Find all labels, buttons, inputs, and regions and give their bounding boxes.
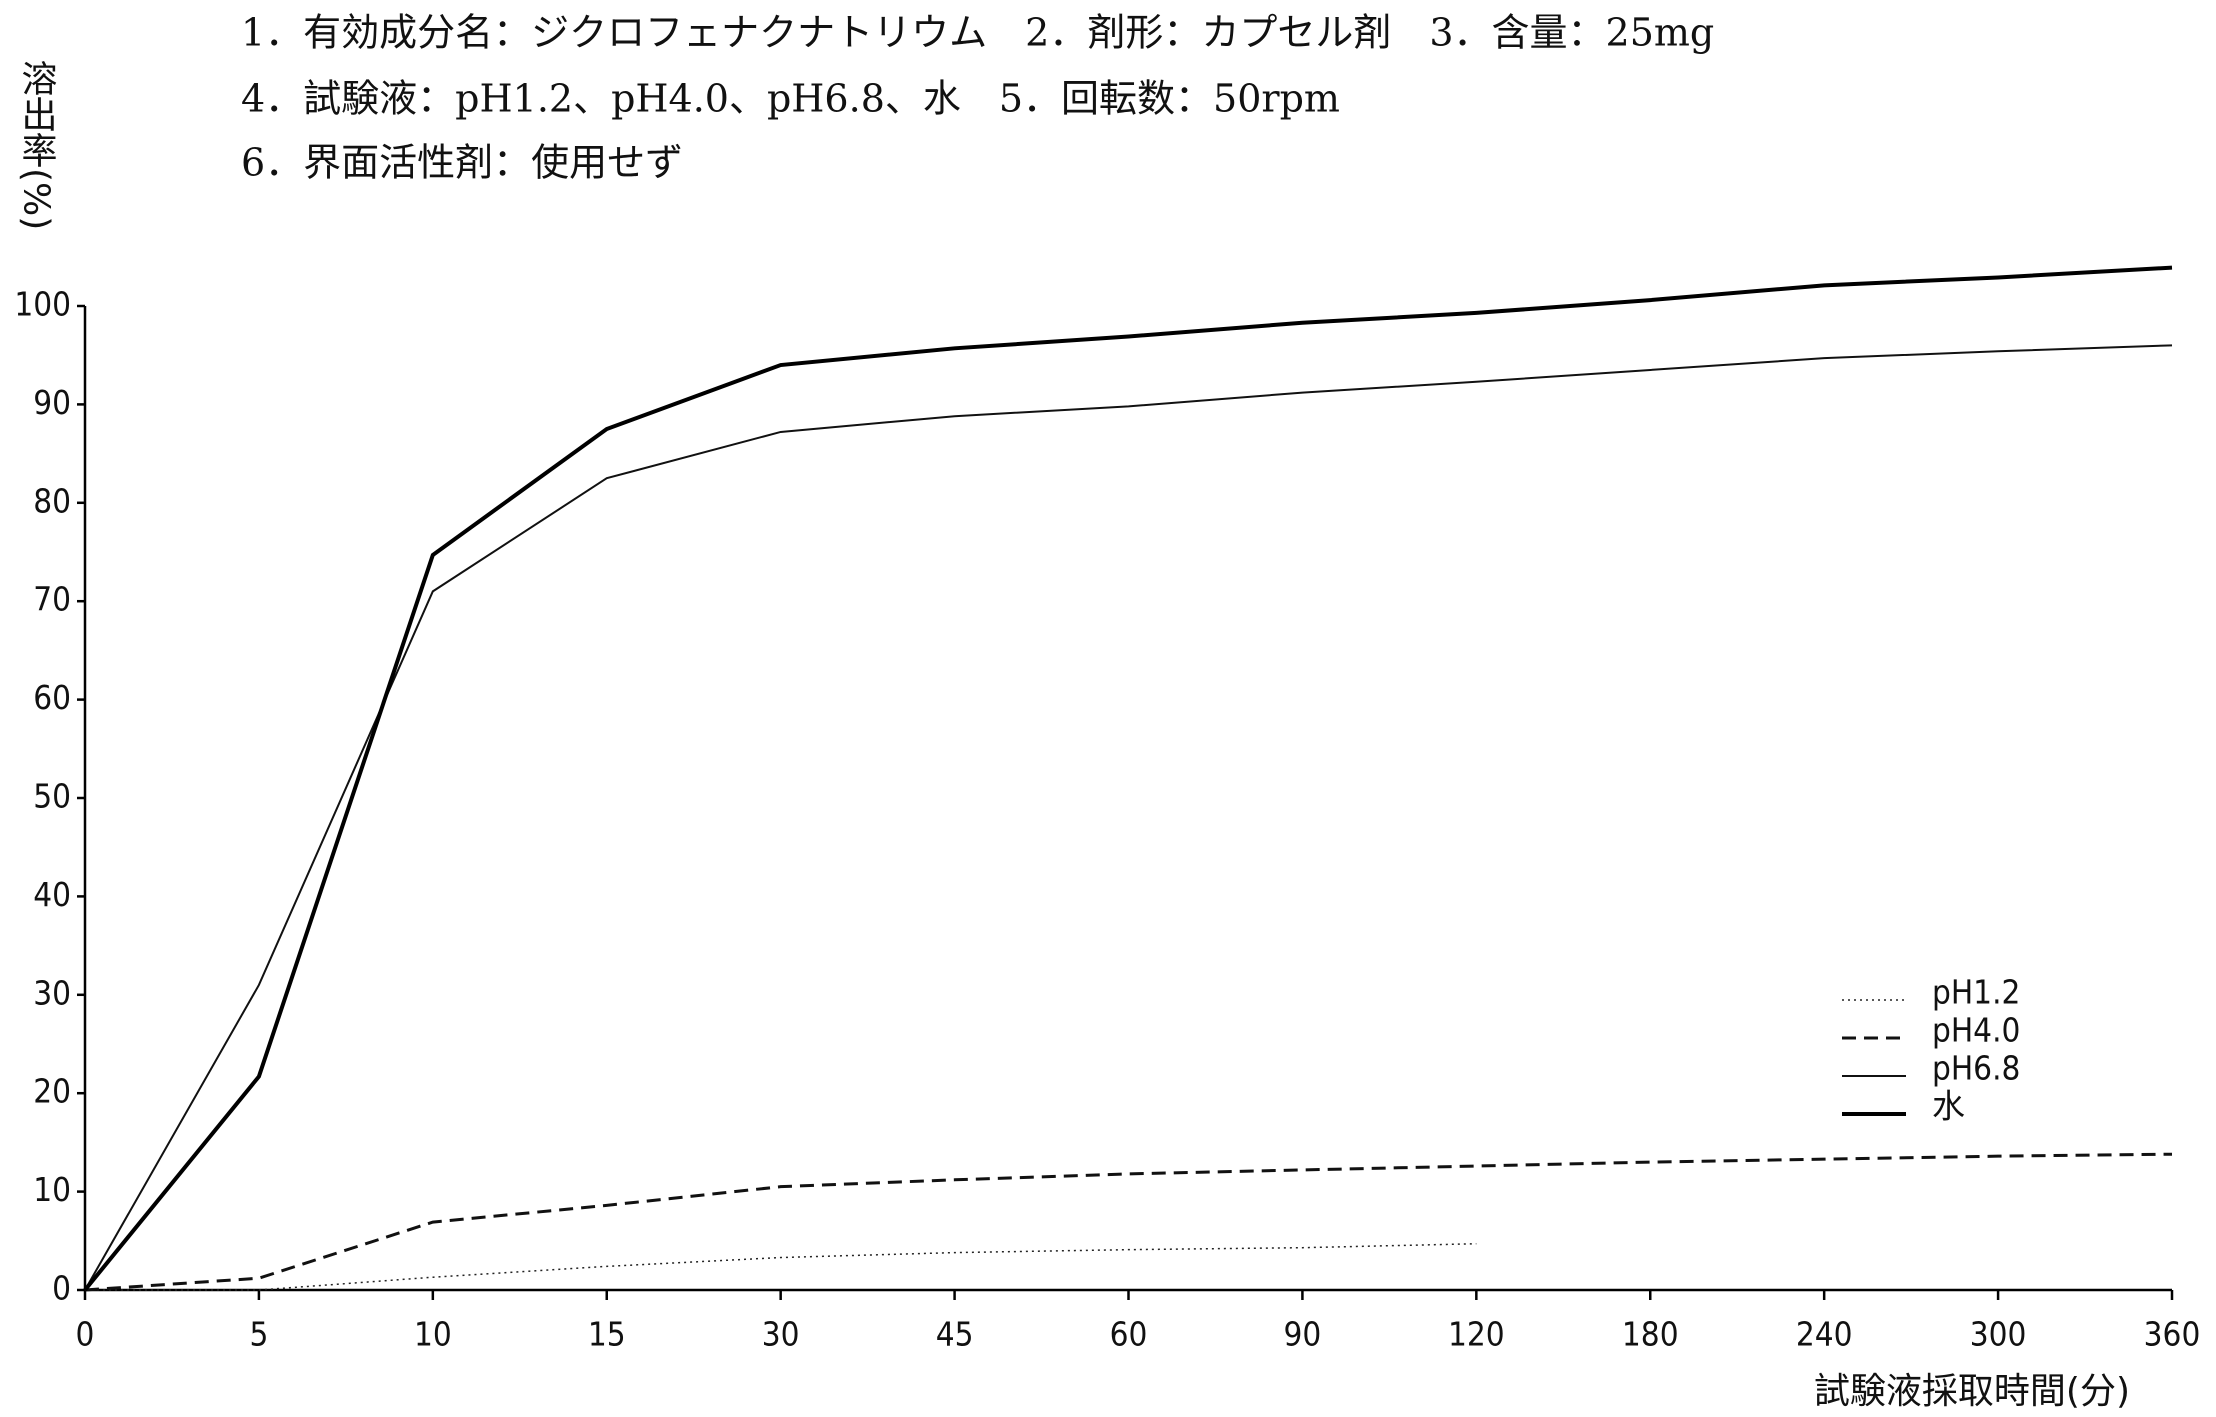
series-line: [85, 1243, 1477, 1291]
series-line: [84, 1152, 2173, 1292]
x-tick-label: 240: [1796, 1315, 1853, 1354]
x-tick-label: 10: [414, 1315, 452, 1354]
x-tick-label: 300: [1970, 1315, 2027, 1354]
header-line: 6．界面活性剤：使用せず: [241, 141, 683, 185]
x-tick-label: 30: [762, 1315, 800, 1354]
series-line: [83, 265, 2173, 1292]
y-tick-label: 70: [33, 580, 71, 619]
header-line: 4．試験液：pH1.2、pH4.0、pH6.8、水 5．回転数：50rpm: [241, 77, 1340, 121]
x-tick-label: 45: [936, 1315, 974, 1354]
x-tick-label: 0: [76, 1315, 95, 1354]
x-tick-label: 5: [249, 1315, 268, 1354]
x-tick-label: 90: [1284, 1315, 1322, 1354]
legend-label: 水: [1932, 1087, 1965, 1126]
series-line: [84, 344, 2173, 1291]
legend-label: pH1.2: [1932, 973, 2020, 1012]
y-tick-label: 40: [33, 875, 71, 914]
y-tick-label: 60: [33, 678, 71, 717]
y-tick-label: 80: [33, 481, 71, 520]
legend-label: pH4.0: [1932, 1011, 2020, 1050]
y-axis-label: 溶出率(%): [16, 60, 57, 231]
x-tick-label: 120: [1448, 1315, 1505, 1354]
y-tick-label: 100: [14, 285, 71, 324]
y-tick-label: 30: [33, 973, 71, 1012]
x-axis-label: 試験液採取時間(分): [1814, 1371, 2130, 1412]
x-tick-label: 15: [588, 1315, 626, 1354]
y-tick-label: 10: [33, 1170, 71, 1209]
legend-label: pH6.8: [1932, 1049, 2020, 1088]
y-tick-label: 50: [33, 777, 71, 816]
x-tick-label: 180: [1622, 1315, 1679, 1354]
header-line: 1．有効成分名：ジクロフェナクナトリウム 2．剤形：カプセル剤 3．含量：25m…: [241, 11, 1714, 55]
x-tick-label: 60: [1110, 1315, 1148, 1354]
y-tick-label: 90: [33, 383, 71, 422]
x-tick-label: 360: [2144, 1315, 2201, 1354]
y-tick-label: 20: [33, 1072, 71, 1111]
y-tick-label: 0: [52, 1269, 71, 1308]
